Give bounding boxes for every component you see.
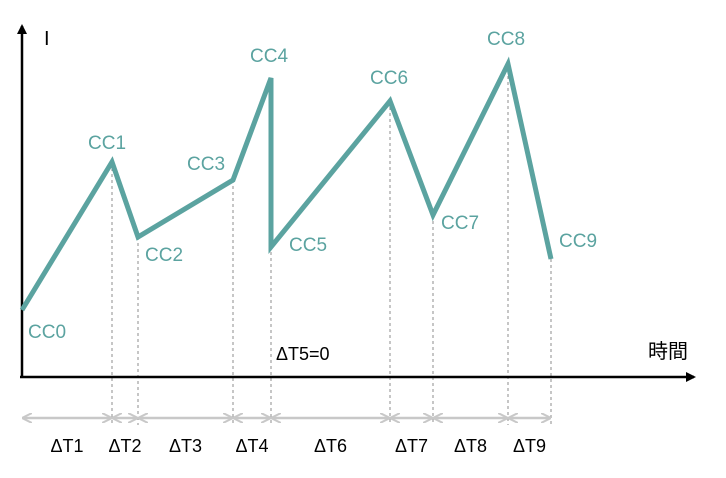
- cc-labels: CC0 CC1 CC2 CC3 CC4 CC5 CC6 CC7 CC8 CC9: [28, 29, 597, 343]
- cc-label: CC0: [28, 322, 66, 343]
- cc-label: CC2: [145, 245, 183, 266]
- y-axis-label: I: [44, 28, 50, 50]
- interval-label: ΔT7: [395, 436, 428, 456]
- current-waveform: [19, 56, 554, 312]
- cc-label: CC6: [370, 68, 408, 89]
- interval-label: ΔT4: [235, 436, 268, 456]
- cc-label: CC1: [88, 133, 126, 154]
- vertical-guide-lines: [111, 64, 552, 425]
- cc-label: CC3: [187, 154, 225, 175]
- interval-label: ΔT1: [50, 436, 83, 456]
- cc-label: CC7: [441, 213, 479, 234]
- interval-label: ΔT3: [169, 436, 202, 456]
- interval-label: ΔT9: [513, 436, 546, 456]
- interval-label: ΔT6: [314, 436, 347, 456]
- cc-label: CC8: [487, 29, 525, 50]
- cc-label: CC9: [559, 231, 597, 252]
- cc-label: CC4: [250, 46, 288, 67]
- interval-label: ΔT8: [454, 436, 487, 456]
- interval-labels: ΔT1 ΔT2 ΔT3 ΔT4 ΔT6 ΔT7 ΔT8 ΔT9: [50, 436, 546, 456]
- x-axis-label: 時間: [648, 340, 688, 363]
- interval-label: ΔT2: [108, 436, 141, 456]
- cc-label: CC5: [289, 235, 327, 256]
- dt5-note: ΔT5=0: [276, 344, 330, 364]
